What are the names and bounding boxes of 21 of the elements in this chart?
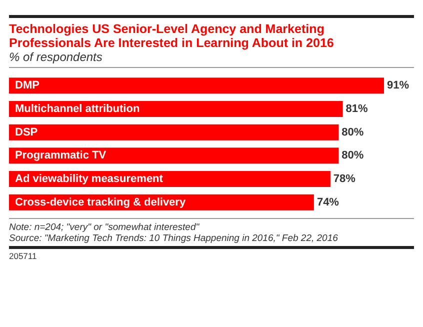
text: 205711 <box>9 250 38 261</box>
data-label: 81% <box>346 103 368 115</box>
y-tick-label: Cross-device tracking & delivery <box>15 196 186 208</box>
bar <box>9 124 339 140</box>
bar <box>9 78 384 94</box>
data-label: 91% <box>387 80 410 92</box>
bar <box>9 101 343 117</box>
data-label: 74% <box>316 196 340 208</box>
y-tick-label: Ad viewability measurement <box>15 173 164 185</box>
y-tick-label: Programmatic TV <box>15 150 107 162</box>
chart-subtitle: % of respondents <box>9 50 414 68</box>
data-label: 80% <box>342 126 364 138</box>
y-tick-label: DSP <box>15 126 38 138</box>
data-label: 80% <box>342 150 364 162</box>
bar <box>9 148 339 164</box>
text: Note: n=204; "very" or "somewhat interested" <box>9 222 200 233</box>
source-note: Source: "Marketing Tech Trends: 10 Things Happening in 2016," Feb 22, 2016 <box>9 233 338 244</box>
y-tick-label: DMP <box>15 80 40 92</box>
y-tick-label: Multichannel attribution <box>15 103 140 115</box>
chart-title: Technologies US Senior-Level Agency and Marketing Professionals Are Interested in Learning About in 2016 <box>9 15 414 50</box>
data-label: 78% <box>333 173 356 185</box>
